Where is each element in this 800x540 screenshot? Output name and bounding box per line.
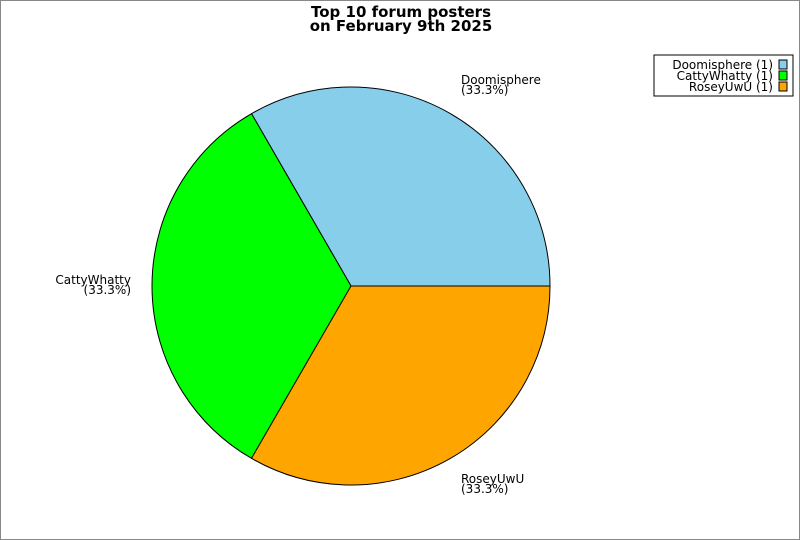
legend-box [653,54,794,97]
slice-percent: (33.3%) [84,283,131,297]
legend-label: RoseyUwU (1) [689,80,773,94]
slice-label: Doomisphere [461,73,541,87]
slice-percent: (33.3%) [461,482,508,496]
slice-percent: (33.3%) [461,83,508,97]
pie-slice-roseyuwu [250,285,551,486]
pie-slice-cattywhatty [151,112,352,460]
chart-title-line-1: Top 10 forum posters [311,3,491,21]
slice-label: CattyWhatty [55,273,131,287]
pie-slice-doomisphere [250,86,551,287]
legend-swatch [778,70,788,81]
chart-title-line-2: on February 9th 2025 [310,17,493,35]
legend-label: Doomisphere (1) [672,58,773,72]
legend-swatch [778,81,788,92]
slice-label: RoseyUwU [461,472,524,486]
legend-swatch [778,59,788,70]
legend-label: CattyWhatty (1) [677,69,773,83]
